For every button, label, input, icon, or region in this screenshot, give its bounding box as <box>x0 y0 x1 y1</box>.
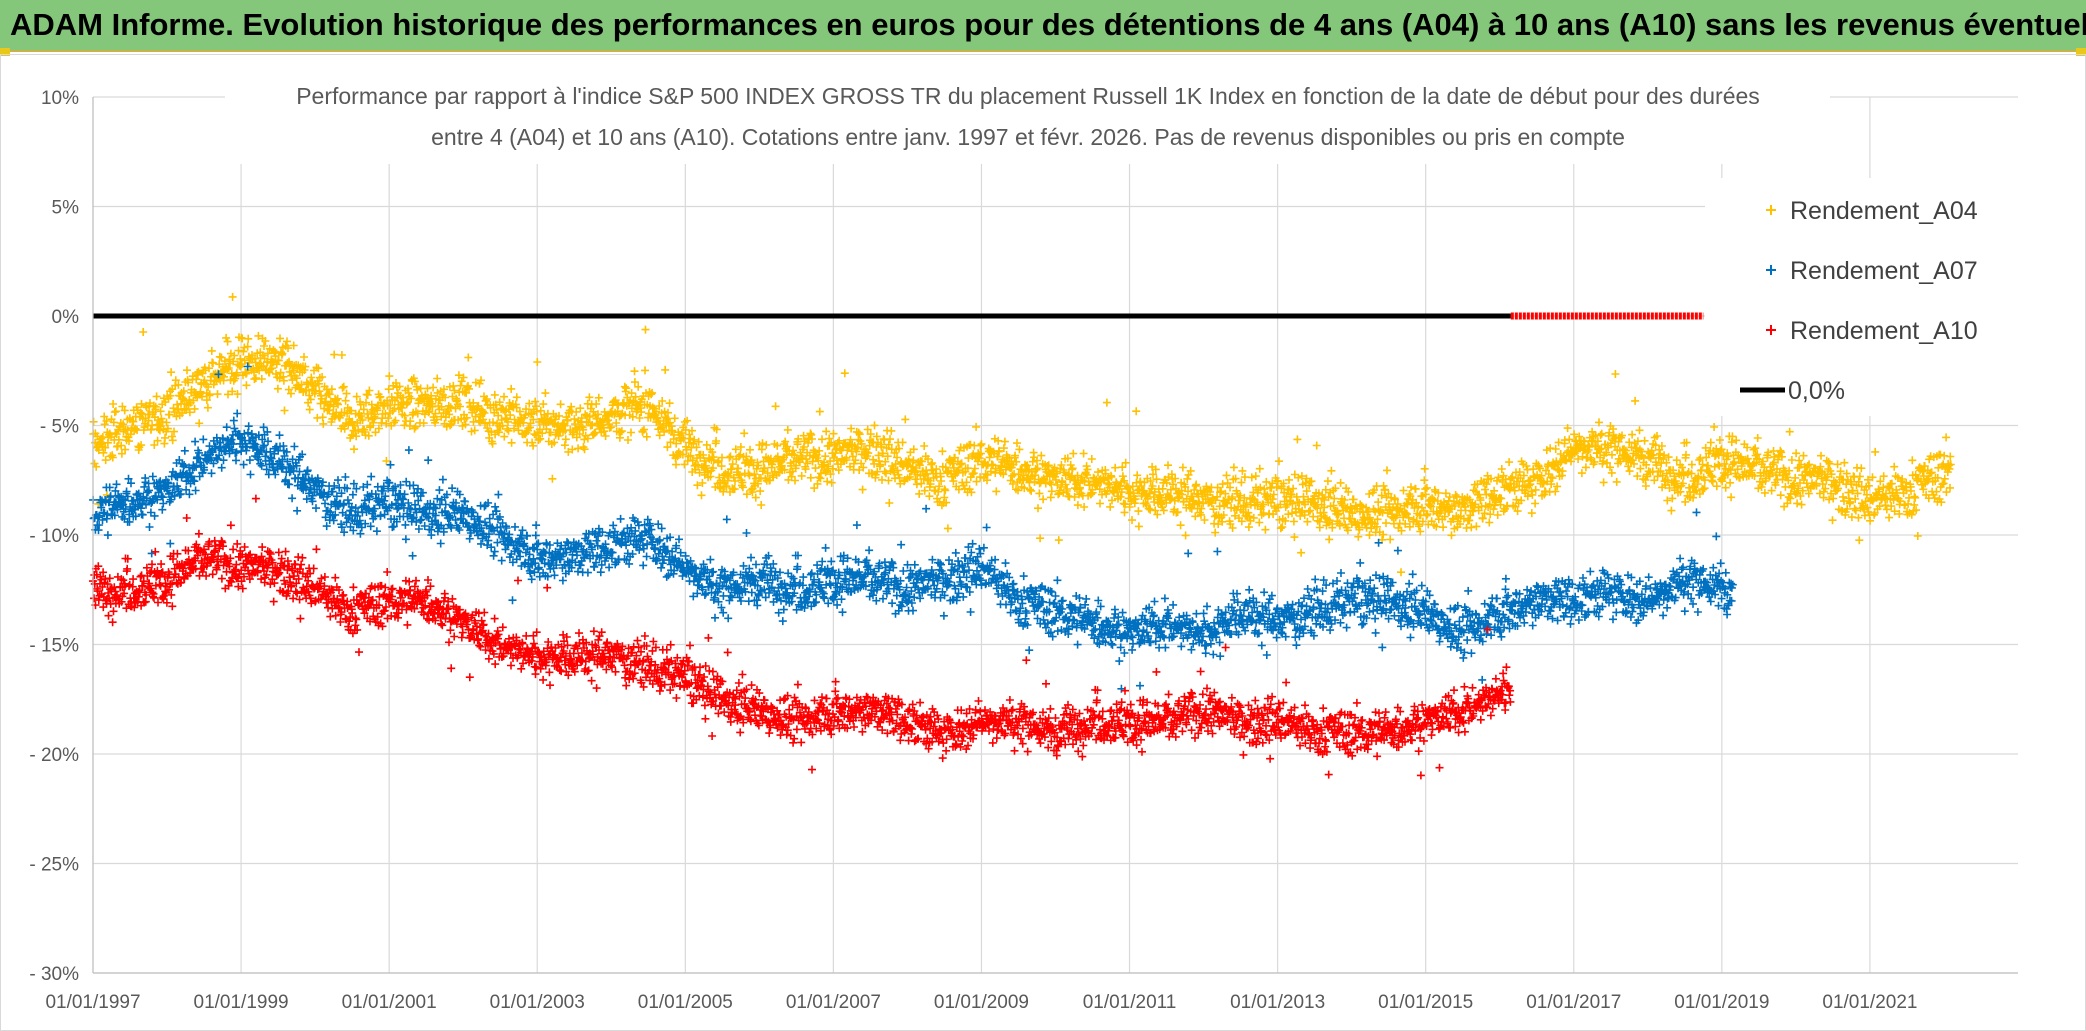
x-tick-label: 01/01/2003 <box>490 992 585 1013</box>
x-tick-label: 01/01/2009 <box>934 992 1029 1013</box>
legend-background <box>1705 178 2023 416</box>
chart-title-line-1: Performance par rapport à l'indice S&P 5… <box>296 83 1760 109</box>
legend-label: Rendement_A10 <box>1790 317 1978 345</box>
corner-accent-left <box>0 48 10 56</box>
x-tick-label: 01/01/1997 <box>45 992 140 1013</box>
legend-label: 0,0% <box>1788 377 1845 405</box>
banner-title: ADAM Informe. Evolution historique des p… <box>10 7 2086 42</box>
y-tick-label: - 30% <box>29 964 79 985</box>
legend-label: Rendement_A07 <box>1790 257 1978 285</box>
x-tick-label: 01/01/2007 <box>786 992 881 1013</box>
legend-marker-Rendement_A04 <box>1766 205 1776 215</box>
legend: Rendement_A04 Rendement_A07 Rendement_A10 0… <box>1705 178 2023 416</box>
x-tick-label: 01/01/2019 <box>1674 992 1769 1013</box>
x-tick-label: 01/01/1999 <box>194 992 289 1013</box>
x-tick-label: 01/01/2021 <box>1822 992 1917 1013</box>
x-tick-label: 01/01/2005 <box>638 992 733 1013</box>
title-banner: ADAM Informe. Evolution historique des p… <box>0 0 2086 52</box>
corner-accent-right <box>2076 48 2086 56</box>
y-tick-label: - 25% <box>29 855 79 876</box>
x-tick-label: 01/01/2017 <box>1526 992 1621 1013</box>
series-Rendement_A04 <box>89 292 1955 577</box>
x-tick-label: 01/01/2013 <box>1230 992 1325 1013</box>
data-points <box>89 292 1955 780</box>
legend-marker-Rendement_A10 <box>1766 325 1776 335</box>
axes: 10% 5% 0% - 5% - 10% - 15% - 20% - 25% - 30% 01/0… <box>29 88 2018 1013</box>
x-tick-label: 01/01/2011 <box>1083 992 1177 1013</box>
scatter-markers-Rendement_A04 <box>89 292 1955 577</box>
x-tick-label: 01/01/2015 <box>1378 992 1473 1013</box>
legend-label: Rendement_A04 <box>1790 197 1978 225</box>
y-tick-label: - 20% <box>29 745 79 766</box>
legend-marker-Rendement_A07 <box>1766 265 1776 275</box>
chart-title-background <box>225 82 1830 164</box>
y-tick-label: 5% <box>52 198 80 219</box>
y-tick-label: - 15% <box>29 636 79 657</box>
y-tick-label: 10% <box>41 88 79 109</box>
x-tick-label: 01/01/2001 <box>342 992 437 1013</box>
chart-title-line-2: entre 4 (A04) et 10 ans (A10). Cotations… <box>431 124 1625 150</box>
y-tick-label: - 5% <box>40 417 79 438</box>
y-tick-label: - 10% <box>29 526 79 547</box>
y-tick-label: 0% <box>52 307 80 328</box>
